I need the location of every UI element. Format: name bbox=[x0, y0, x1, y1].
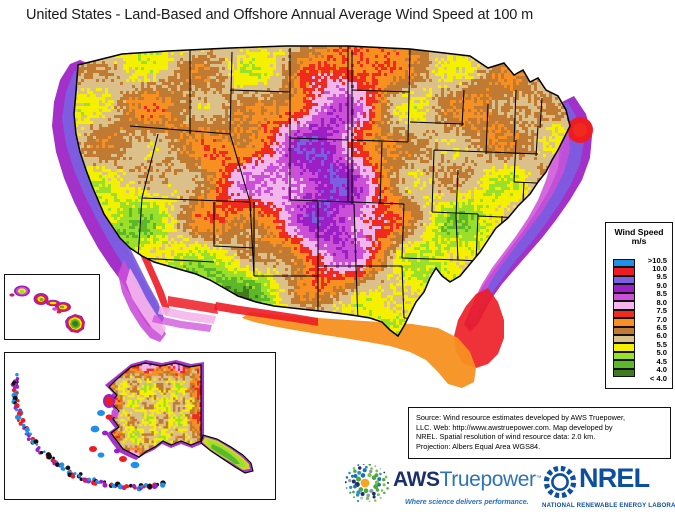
legend-swatch bbox=[613, 301, 635, 309]
legend-swatch bbox=[613, 318, 635, 326]
legend-label: < 4.0 bbox=[650, 374, 667, 383]
aws-truepower-logo: AWSTruepower™ Where science delivers per… bbox=[345, 464, 537, 504]
legend-swatch bbox=[613, 276, 635, 284]
legend-title-line2: m/s bbox=[606, 237, 672, 246]
logo-strip: AWSTruepower™ Where science delivers per… bbox=[345, 462, 675, 507]
hawaii-islands bbox=[9, 286, 85, 334]
nrel-subtitle: NATIONAL RENEWABLE ENERGY LABORATORY bbox=[542, 502, 675, 509]
source-line-4: Projection: Albers Equal Area WGS84. bbox=[416, 442, 664, 452]
legend-swatch bbox=[613, 310, 635, 318]
legend-swatch bbox=[613, 352, 635, 360]
nrel-name: NREL bbox=[579, 463, 649, 493]
source-note: Source: Wind resource estimates develope… bbox=[408, 407, 671, 459]
conus-wind-map bbox=[18, 30, 618, 390]
legend-swatch bbox=[613, 284, 635, 292]
legend-swatch bbox=[613, 267, 635, 275]
legend-swatch bbox=[613, 369, 635, 377]
hawaii-inset bbox=[4, 274, 100, 340]
legend-row: < 4.0 bbox=[613, 377, 667, 385]
source-line-3: NREL. Spatial resolution of wind resourc… bbox=[416, 432, 664, 442]
aws-dots-icon bbox=[345, 464, 391, 502]
legend-swatch bbox=[613, 335, 635, 343]
alaska-inset bbox=[4, 352, 276, 500]
aws-name-bold: AWS bbox=[393, 468, 440, 491]
legend-swatch bbox=[613, 259, 635, 267]
source-line-1: Source: Wind resource estimates develope… bbox=[416, 413, 664, 423]
legend-swatch bbox=[613, 343, 635, 351]
nrel-logo: NREL NATIONAL RENEWABLE ENERGY LABORATOR… bbox=[541, 463, 675, 505]
legend-swatch bbox=[613, 293, 635, 301]
legend-swatch bbox=[613, 327, 635, 335]
map-canvas: Wind Speed m/s >10.510.09.59.08.58.07.57… bbox=[0, 0, 675, 509]
alaska-wind-map bbox=[5, 353, 274, 498]
aws-tagline: Where science delivers performance. bbox=[405, 497, 529, 506]
source-line-2: LLC. Web: http://www.awstruepower.com. M… bbox=[416, 423, 664, 433]
legend-swatch bbox=[613, 360, 635, 368]
legend-title: Wind Speed m/s bbox=[606, 228, 672, 247]
aws-name-light: Truepower bbox=[440, 468, 536, 491]
hawaii-wind-map bbox=[5, 275, 98, 338]
